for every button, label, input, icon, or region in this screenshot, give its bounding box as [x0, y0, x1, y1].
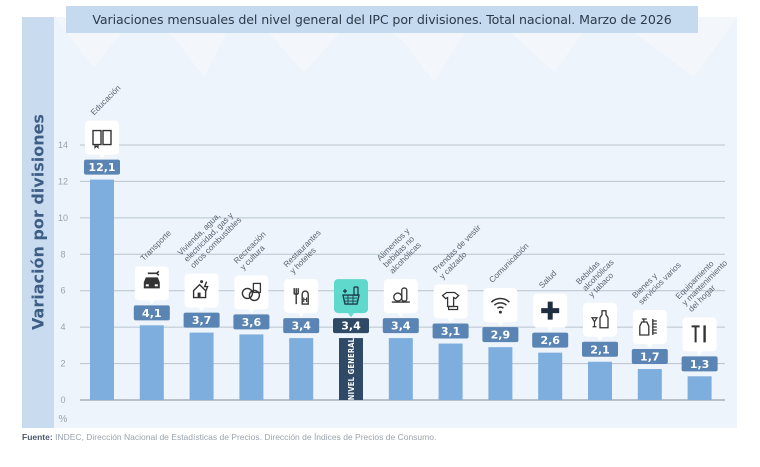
- bar-10: [588, 361, 612, 400]
- y-tick-label: 2: [60, 359, 65, 369]
- category-label: Alimentos ybebidas noalcohólicas: [375, 226, 425, 276]
- value-label: 3,4: [341, 320, 361, 333]
- y-tick-label: 10: [58, 213, 68, 223]
- value-badge: [482, 327, 519, 343]
- bar-4: [289, 338, 314, 400]
- value-label: 2,1: [590, 343, 610, 356]
- category-label: Bienes yservicios varios: [630, 254, 682, 306]
- house-utilities-icon: [184, 273, 219, 312]
- spray-comb-icon: [632, 310, 667, 349]
- value-label: 2,6: [540, 334, 560, 347]
- value-label: 4,1: [142, 307, 162, 320]
- value-badge: [333, 318, 369, 334]
- value-label: 3,1: [441, 325, 461, 338]
- bar-12: [687, 376, 712, 400]
- y-tick-label: 8: [60, 249, 65, 259]
- svg-text:H: H: [303, 297, 308, 304]
- value-badge: [681, 356, 718, 372]
- source-note: Fuente: INDEC, Dirección Nacional de Est…: [22, 432, 436, 442]
- bar-inner-label: NIVEL GENERAL: [347, 337, 356, 400]
- value-badge: [432, 323, 469, 339]
- chart-title: Variaciones mensuales del nivel general …: [92, 12, 672, 27]
- category-label: Educación: [89, 83, 123, 117]
- value-badge: [183, 312, 220, 328]
- y-tick-label: 4: [60, 322, 65, 332]
- wifi-icon: [483, 288, 518, 327]
- value-label: 3,7: [192, 314, 212, 327]
- category-label: Transporte: [139, 228, 173, 262]
- chart-title-box: Variaciones mensuales del nivel general …: [66, 6, 698, 33]
- category-label: Bebidasalcohólicasy tabaco: [574, 251, 622, 299]
- value-badge: [532, 332, 569, 348]
- value-label: 3,4: [291, 320, 311, 333]
- value-label: 3,4: [391, 320, 411, 333]
- food-bottle-icon: [383, 279, 418, 318]
- value-badge: [582, 341, 618, 357]
- value-badge: [631, 349, 668, 365]
- shopping-basket-icon: [334, 279, 368, 318]
- value-badge: [133, 305, 170, 321]
- value-label: 1,3: [690, 358, 710, 371]
- y-axis-label-strip: [22, 17, 54, 428]
- bar-8: [488, 347, 513, 400]
- theater-masks-icon: [234, 275, 269, 314]
- value-badge: [84, 159, 120, 175]
- clothes-shoe-icon: [433, 284, 468, 323]
- value-label: 1,7: [640, 351, 660, 364]
- health-cross-icon: [533, 293, 568, 332]
- category-label-line: Comunicación: [487, 241, 530, 284]
- bar-0: [90, 179, 114, 400]
- bar-2: [189, 332, 214, 400]
- value-label: 12,1: [88, 161, 115, 174]
- y-tick-label: 12: [58, 176, 68, 186]
- value-badge: [382, 318, 419, 334]
- y-tick-label: 0: [60, 395, 65, 405]
- value-label: 2,9: [491, 329, 511, 342]
- category-label: Comunicación: [487, 241, 530, 284]
- category-label: Prendas de vestiry calzado: [431, 223, 489, 281]
- book-icon: [85, 120, 119, 159]
- bar-7: [438, 343, 463, 400]
- y-tick-label: 6: [60, 286, 65, 296]
- y-tick-label: 14: [58, 140, 68, 150]
- bar-11: [637, 369, 662, 400]
- fork-hotel-icon: H: [284, 279, 319, 318]
- category-label-line: Educación: [89, 83, 123, 117]
- category-label-line: Salud: [537, 269, 558, 290]
- category-label: Salud: [537, 269, 558, 290]
- value-badge: [283, 318, 320, 334]
- bottle-glass-icon: [583, 302, 617, 341]
- source-text: INDEC, Dirección Nacional de Estadística…: [52, 432, 437, 442]
- bar-1: [139, 325, 164, 400]
- category-label: Restaurantesy hoteles: [282, 228, 329, 275]
- y-unit-label: %: [59, 414, 68, 425]
- bar-9: [538, 352, 563, 400]
- category-label: Equipamientoy mantenimientodel hogar: [674, 252, 736, 314]
- bar-3: [239, 334, 264, 400]
- tools-icon: [682, 317, 717, 356]
- value-label: 3,6: [242, 316, 262, 329]
- bar-5: [339, 338, 363, 400]
- category-label-line: Transporte: [139, 228, 173, 262]
- category-label: Recreacióny cultura: [232, 230, 274, 272]
- source-label: Fuente:: [22, 432, 53, 442]
- car-wrench-icon: [134, 266, 169, 305]
- bar-6: [388, 338, 413, 400]
- value-badge: [233, 314, 270, 330]
